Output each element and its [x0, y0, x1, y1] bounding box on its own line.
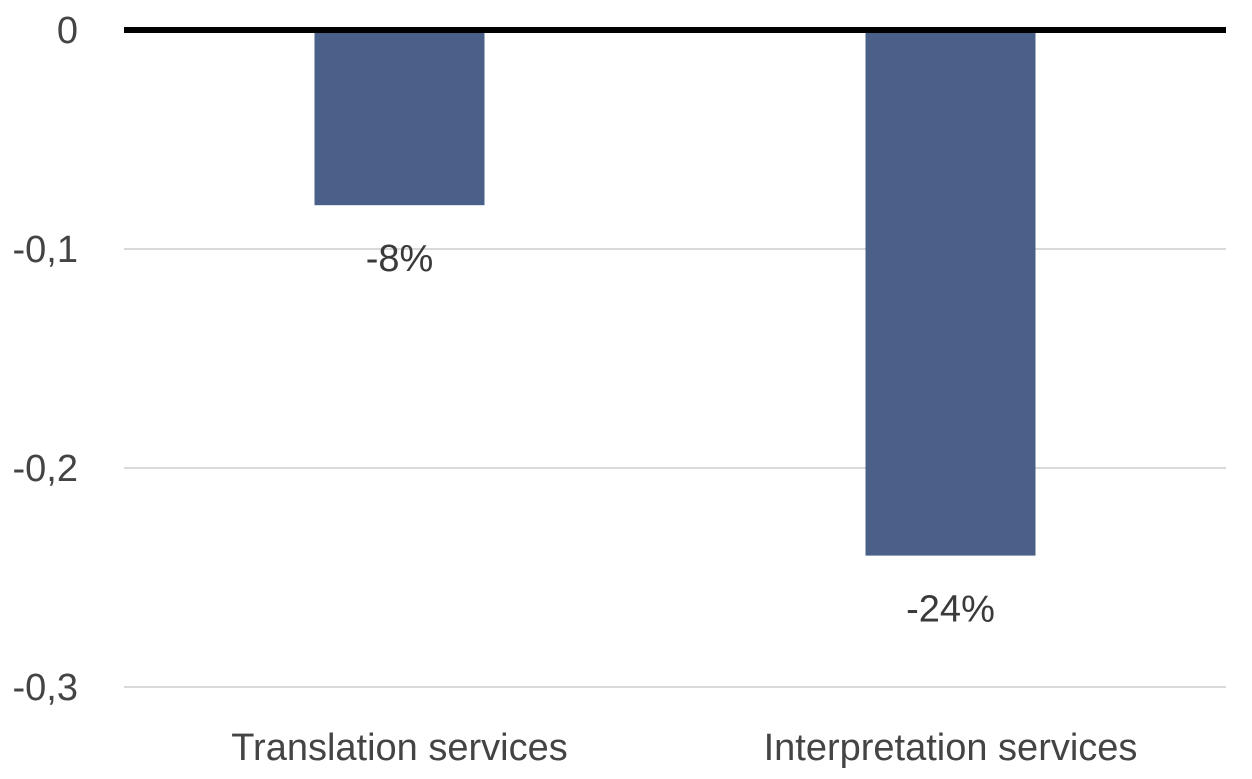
bar	[865, 30, 1036, 556]
bar	[314, 30, 485, 206]
x-category-label: Translation services	[231, 727, 568, 769]
y-tick-label: -0,3	[13, 667, 78, 709]
data-labels: -8% -24%	[366, 238, 995, 630]
data-label: -8%	[366, 238, 434, 280]
x-category-label: Interpretation services	[764, 727, 1138, 769]
data-label: -24%	[906, 589, 995, 631]
gridlines	[124, 248, 1226, 688]
x-axis-category-labels: Translation services Interpretation servi…	[231, 727, 1137, 769]
y-axis-tick-labels: 0 -0,1 -0,2 -0,3	[13, 10, 78, 709]
y-tick-label: -0,2	[13, 448, 78, 490]
bars	[314, 30, 1036, 556]
y-tick-label: 0	[57, 10, 78, 52]
y-tick-label: -0,1	[13, 229, 78, 271]
